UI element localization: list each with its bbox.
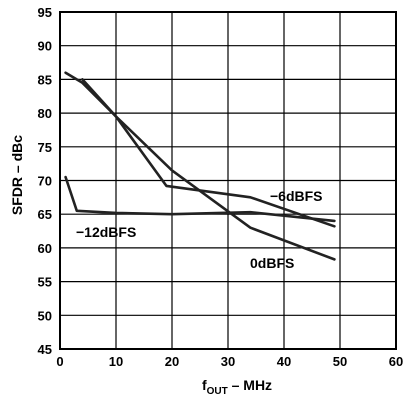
x-tick-label-60: 60 xyxy=(389,354,403,369)
y-tick-label-65: 65 xyxy=(38,207,52,222)
y-tick-label-50: 50 xyxy=(38,308,52,323)
grid-layer xyxy=(60,12,396,349)
y-tick-label-60: 60 xyxy=(38,241,52,256)
x-axis-label-rest: – MHz xyxy=(228,377,272,393)
series-label-minus-6dbfs: −6dBFS xyxy=(270,188,323,204)
y-tick-label-85: 85 xyxy=(38,72,52,87)
x-tick-label-20: 20 xyxy=(165,354,179,369)
tick-label-layer: 0 10 20 30 40 50 60 45 50 55 60 65 70 75 80 85 90 95 xyxy=(38,5,404,369)
x-axis-label-main: f xyxy=(202,377,207,393)
x-tick-label-10: 10 xyxy=(109,354,123,369)
series-label-minus-12dbfs: −12dBFS xyxy=(76,224,136,240)
x-tick-label-0: 0 xyxy=(56,354,63,369)
y-tick-label-55: 55 xyxy=(38,275,52,290)
y-tick-label-75: 75 xyxy=(38,140,52,155)
x-axis-label: fOUT – MHz xyxy=(202,377,272,397)
y-axis-label: SFDR – dBc xyxy=(9,135,25,215)
y-tick-label-80: 80 xyxy=(38,106,52,121)
y-tick-label-45: 45 xyxy=(38,342,52,357)
plot-frame xyxy=(59,11,397,350)
x-tick-label-40: 40 xyxy=(277,354,291,369)
y-tick-label-95: 95 xyxy=(38,5,52,20)
series-layer xyxy=(64,71,336,261)
series-line-minus-12dbfs xyxy=(64,175,336,223)
x-axis-label-sub: OUT xyxy=(207,386,228,397)
y-tick-label-90: 90 xyxy=(38,39,52,54)
series-line-0dbfs xyxy=(64,71,336,261)
series-line-minus-6dbfs xyxy=(81,78,336,228)
x-tick-label-30: 30 xyxy=(221,354,235,369)
x-tick-label-50: 50 xyxy=(333,354,347,369)
y-tick-label-70: 70 xyxy=(38,174,52,189)
series-label-0dbfs: 0dBFS xyxy=(250,255,294,271)
